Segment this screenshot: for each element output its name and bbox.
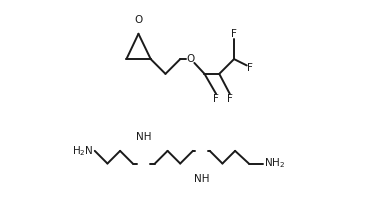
- Text: O: O: [187, 54, 195, 64]
- Text: NH: NH: [136, 133, 151, 142]
- Text: F: F: [231, 29, 237, 39]
- Text: O: O: [134, 15, 143, 25]
- Text: NH: NH: [193, 174, 209, 184]
- Text: NH$_2$: NH$_2$: [264, 157, 285, 170]
- Text: F: F: [213, 94, 219, 104]
- Text: H$_2$N: H$_2$N: [71, 144, 93, 158]
- Text: F: F: [227, 94, 233, 104]
- Text: F: F: [247, 62, 253, 73]
